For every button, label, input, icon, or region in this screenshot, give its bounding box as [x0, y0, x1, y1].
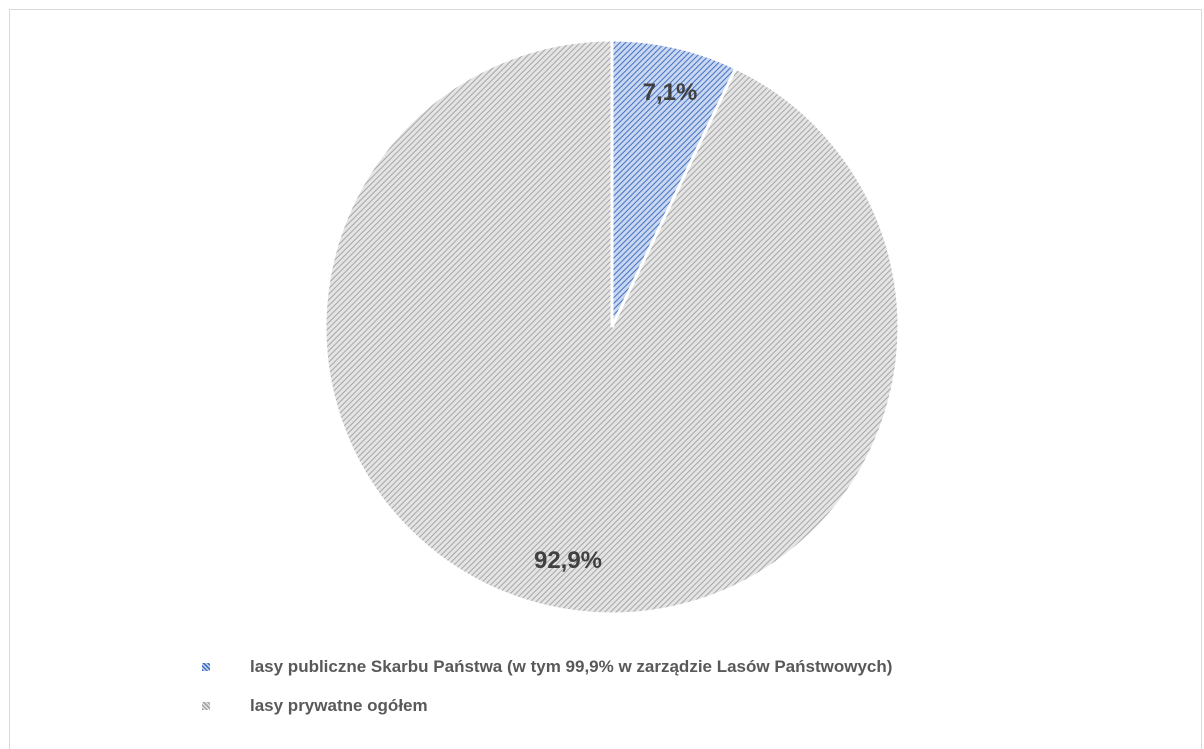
- legend-item-public: lasy publiczne Skarbu Państwa (w tym 99,…: [200, 656, 892, 678]
- pie-slices: [323, 38, 901, 616]
- legend-item-private: lasy prywatne ogółem: [200, 695, 892, 717]
- pie-slice-public: [610, 38, 738, 328]
- legend-label-public: lasy publiczne Skarbu Państwa (w tym 99,…: [250, 657, 893, 676]
- chart-legend: lasy publiczne Skarbu Państwa (w tym 99,…: [200, 656, 892, 734]
- legend-swatch-private: [202, 702, 210, 710]
- data-label-private: 92,9%: [534, 547, 602, 574]
- legend-label-private: lasy prywatne ogółem: [250, 696, 428, 715]
- pie-slice-private: [323, 38, 901, 616]
- pie-data-labels: 7,1% 92,9%: [534, 79, 697, 574]
- data-label-public: 7,1%: [643, 79, 698, 106]
- legend-swatch-public: [202, 663, 210, 671]
